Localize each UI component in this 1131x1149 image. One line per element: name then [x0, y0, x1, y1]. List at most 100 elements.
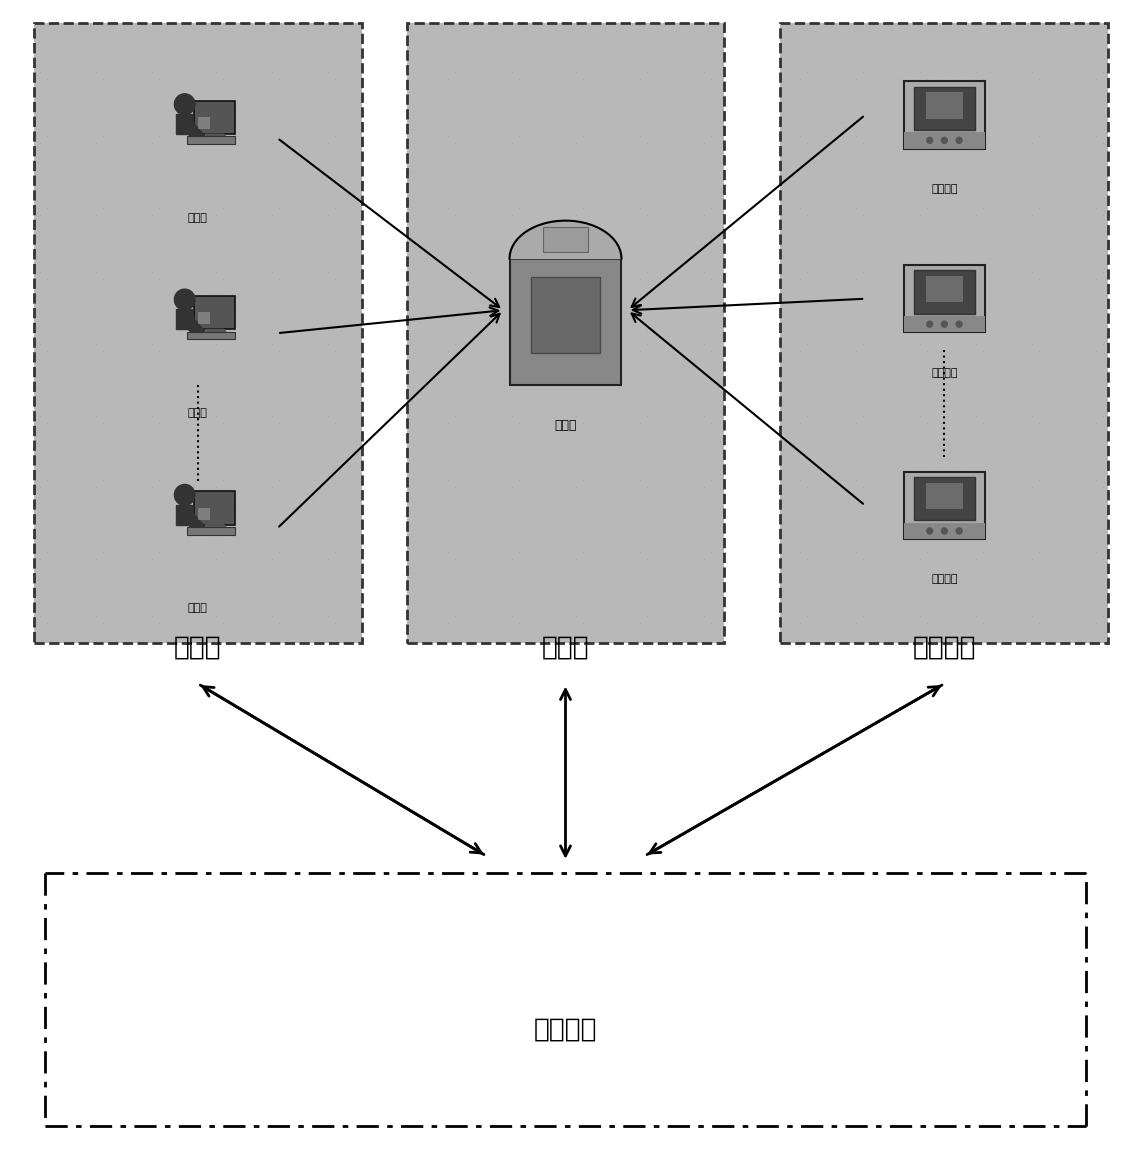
Point — [122, 456, 140, 475]
Point — [144, 306, 162, 324]
Point — [1002, 342, 1020, 361]
Point — [129, 407, 147, 425]
Point — [192, 292, 210, 310]
Point — [925, 363, 943, 381]
Point — [1052, 321, 1070, 339]
Text: 客户端: 客户端 — [188, 213, 208, 223]
Point — [967, 464, 985, 483]
Point — [862, 213, 880, 231]
Point — [157, 33, 175, 52]
Point — [1024, 363, 1042, 381]
Point — [1009, 334, 1027, 353]
Point — [791, 155, 809, 173]
Point — [270, 442, 288, 461]
Point — [702, 456, 720, 475]
Point — [214, 571, 232, 589]
Point — [688, 299, 706, 317]
Point — [489, 192, 507, 210]
Point — [812, 435, 830, 454]
Point — [475, 306, 493, 324]
Point — [164, 529, 182, 547]
Point — [777, 629, 795, 647]
Point — [819, 26, 837, 45]
Point — [1065, 407, 1083, 425]
Point — [974, 542, 992, 561]
Point — [882, 321, 900, 339]
Point — [87, 106, 105, 124]
Point — [454, 342, 472, 361]
Point — [616, 327, 634, 346]
Point — [946, 228, 964, 246]
Point — [277, 549, 295, 568]
Point — [567, 292, 585, 310]
Point — [784, 449, 802, 468]
Point — [503, 91, 521, 109]
Point — [560, 571, 578, 589]
Point — [291, 334, 309, 353]
Point — [953, 564, 972, 583]
Point — [207, 221, 225, 239]
Point — [94, 228, 112, 246]
Point — [688, 84, 706, 102]
Point — [66, 270, 84, 288]
Point — [510, 500, 528, 518]
Point — [567, 277, 585, 295]
Point — [227, 41, 245, 60]
Point — [904, 155, 922, 173]
Point — [974, 170, 992, 188]
Point — [709, 378, 727, 396]
Point — [603, 500, 621, 518]
Point — [185, 33, 204, 52]
Point — [869, 234, 887, 253]
Point — [645, 285, 663, 303]
Point — [812, 163, 830, 182]
Point — [432, 493, 450, 511]
Point — [882, 578, 900, 596]
Point — [144, 392, 162, 410]
Point — [1087, 529, 1105, 547]
Point — [510, 113, 528, 131]
Point — [1052, 520, 1070, 539]
Point — [277, 520, 295, 539]
Point — [87, 334, 105, 353]
Point — [510, 529, 528, 547]
Point — [1065, 192, 1083, 210]
Point — [87, 277, 105, 295]
Point — [709, 77, 727, 95]
Point — [425, 256, 443, 275]
Point — [171, 48, 189, 67]
Point — [974, 485, 992, 503]
Point — [904, 128, 922, 146]
Point — [242, 84, 260, 102]
Point — [702, 414, 720, 432]
Point — [497, 314, 515, 332]
Point — [862, 270, 880, 288]
Point — [270, 241, 288, 260]
Point — [1037, 421, 1055, 439]
Point — [1052, 91, 1070, 109]
Point — [953, 464, 972, 483]
Point — [777, 70, 795, 88]
Point — [164, 586, 182, 604]
Point — [953, 493, 972, 511]
Point — [482, 241, 500, 260]
Point — [179, 399, 197, 417]
Point — [157, 607, 175, 625]
Bar — [904, 316, 985, 332]
Point — [277, 20, 295, 38]
Point — [1087, 170, 1105, 188]
Point — [798, 263, 817, 282]
Point — [447, 77, 465, 95]
Point — [631, 314, 649, 332]
Point — [1080, 478, 1098, 496]
Point — [1044, 314, 1062, 332]
Point — [72, 321, 90, 339]
Point — [575, 228, 593, 246]
Point — [107, 184, 126, 202]
Point — [418, 91, 437, 109]
Point — [953, 507, 972, 525]
Point — [249, 507, 267, 525]
Point — [136, 529, 154, 547]
Point — [192, 421, 210, 439]
Point — [588, 285, 606, 303]
